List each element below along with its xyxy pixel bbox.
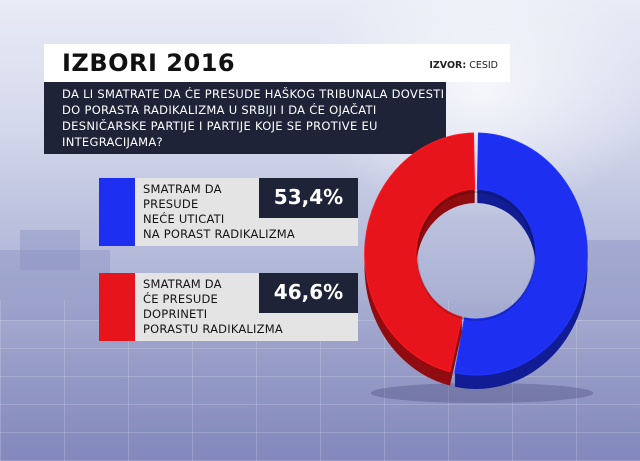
background-block — [20, 230, 80, 270]
legend-swatch-blue — [99, 178, 135, 246]
legend-label: SMATRAM DA PRESUDE NEĆE UTICATI — [143, 182, 253, 227]
legend-label-line: SMATRAM DA — [143, 277, 222, 291]
donut-slice-2 — [364, 132, 476, 373]
value-label: 46,6% — [273, 280, 344, 304]
legend-swatch-red — [99, 273, 135, 341]
legend-label-box: SMATRAM DA PRESUDE NEĆE UTICATI NA PORAS… — [135, 178, 358, 246]
question-box: DA LI SMATRATE DA ĆE PRESUDE HAŠKOG TRIB… — [44, 82, 446, 154]
donut-shadow — [370, 383, 594, 403]
legend-label-box: SMATRAM DA ĆE PRESUDE DOPRINETI PORASTU … — [135, 273, 358, 341]
legend-label-line: ĆE PRESUDE — [143, 292, 218, 306]
value-box: 53,4% — [259, 178, 358, 218]
title-bar: IZBORI 2016 IZVOR: CESID — [44, 44, 510, 82]
legend-label-line: NEĆE UTICATI — [143, 212, 225, 226]
legend-label-line: PORASTU RADIKALIZMA — [143, 322, 283, 336]
value-box: 46,6% — [259, 273, 358, 313]
legend-label-line: PRESUDE — [143, 197, 199, 211]
legend-label-line: DOPRINETI — [143, 307, 208, 321]
donut-slice-1 — [454, 132, 588, 376]
page-title: IZBORI 2016 — [62, 49, 236, 77]
legend-label-line: SMATRAM DA — [143, 182, 222, 196]
legend-label-tail: NA PORAST RADIKALIZMA — [143, 227, 353, 242]
value-label: 53,4% — [273, 185, 344, 209]
question-text: DA LI SMATRATE DA ĆE PRESUDE HAŠKOG TRIB… — [62, 87, 445, 149]
source-value: CESID — [469, 60, 498, 71]
source-label: IZVOR: — [429, 60, 467, 71]
legend-label: SMATRAM DA ĆE PRESUDE DOPRINETI — [143, 277, 253, 322]
legend-label-tail: PORASTU RADIKALIZMA — [143, 322, 353, 337]
donut-hole-edge — [416, 191, 536, 321]
source-credit: IZVOR: CESID — [429, 60, 498, 71]
legend-label-line: NA PORAST RADIKALIZMA — [143, 227, 295, 241]
